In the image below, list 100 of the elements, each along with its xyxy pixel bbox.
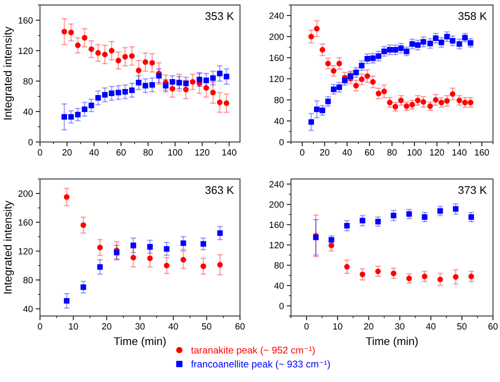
x-tick-label: 100 (408, 149, 422, 156)
point (147, 256, 153, 262)
point (75, 112, 81, 118)
x-tick-label: 40 (89, 149, 99, 156)
legend-label: taranakite peak (~ 952 cm⁻¹) (191, 346, 315, 356)
point (452, 274, 458, 280)
point (216, 100, 223, 106)
point (80, 284, 86, 290)
point (156, 73, 162, 79)
point (129, 87, 135, 94)
x-tick-label: 60 (488, 323, 498, 330)
point (108, 48, 114, 54)
point (358, 76, 364, 82)
point (68, 114, 74, 120)
point (364, 73, 370, 79)
x-tick-label: 20 (364, 323, 374, 330)
point (97, 244, 103, 250)
point (82, 106, 88, 112)
point (438, 40, 444, 46)
point (129, 53, 135, 59)
x-tick-label: 20 (102, 323, 112, 330)
point (200, 241, 206, 247)
x-tick-label: 60 (364, 149, 374, 156)
y-axis-title: Integrated intensity (3, 200, 14, 294)
y-tick-label: 160 (18, 219, 33, 226)
point (190, 79, 196, 85)
point (344, 264, 350, 270)
annotation: 373 K (458, 186, 487, 194)
point (456, 98, 462, 104)
point (344, 222, 350, 228)
point (102, 92, 108, 98)
y-tick-label: 240 (269, 181, 284, 188)
point (62, 114, 68, 120)
y-tick-label: 120 (270, 242, 284, 248)
point (420, 99, 426, 105)
x-tick-label: 40 (426, 323, 436, 330)
point (468, 274, 474, 280)
point (452, 206, 458, 212)
x-tick-label: 50 (457, 323, 467, 330)
y-tick-label: 80 (23, 276, 33, 284)
x-tick-label: 80 (387, 149, 397, 156)
y-tick-label: 40 (23, 306, 33, 312)
point (360, 218, 366, 224)
point (216, 70, 223, 76)
x-tick-label: 20 (320, 149, 330, 156)
x-tick-label: 160 (474, 149, 489, 156)
point (88, 46, 94, 52)
point (217, 262, 223, 268)
point (320, 47, 326, 53)
point (95, 95, 101, 101)
y-tick-label: 200 (18, 190, 33, 197)
point (130, 254, 136, 260)
point (136, 68, 142, 74)
point (422, 214, 428, 220)
point (353, 82, 359, 88)
point (200, 263, 206, 270)
point (95, 50, 101, 56)
y-tick-label: 160 (18, 17, 33, 24)
y-tick-label: 80 (23, 78, 33, 84)
point (68, 30, 74, 36)
point (330, 68, 336, 74)
annotation: 363 K (205, 186, 234, 194)
point (162, 82, 168, 88)
point (217, 230, 223, 236)
point (427, 40, 433, 46)
point (370, 79, 376, 85)
point (437, 276, 443, 282)
y-tick-label: 200 (269, 201, 284, 208)
x-tick-label: 140 (222, 149, 236, 156)
legend-label: francoanellite peak (~ 933 cm⁻¹) (191, 360, 330, 370)
point (164, 246, 170, 252)
point (80, 222, 86, 228)
x-tick-label: 40 (342, 149, 352, 156)
x-tick-label: 10 (333, 323, 342, 330)
y-tick-label: 0 (279, 138, 284, 146)
x-tick-label: 140 (452, 149, 467, 156)
y-tick-label: 160 (270, 222, 284, 228)
point (376, 90, 382, 96)
point (122, 54, 128, 60)
y-tick-label: 0 (279, 302, 284, 310)
point (325, 60, 331, 66)
point (64, 194, 70, 200)
point (450, 91, 456, 97)
y-tick-label: 40 (23, 108, 33, 115)
y-tick-label: 40 (274, 282, 284, 289)
point (308, 34, 314, 40)
y-tick-label: 80 (274, 96, 284, 104)
point (468, 214, 474, 220)
point (122, 88, 128, 95)
point (381, 88, 387, 94)
point (224, 74, 230, 80)
point (149, 60, 155, 66)
point (437, 208, 443, 214)
y-tick-label: 160 (270, 54, 284, 62)
y-tick-label: 120 (18, 48, 33, 54)
point (330, 86, 336, 92)
point (164, 262, 170, 268)
x-tick-label: 50 (202, 323, 212, 330)
annotation: 353 K (205, 12, 234, 20)
x-tick-label: 30 (135, 323, 145, 330)
